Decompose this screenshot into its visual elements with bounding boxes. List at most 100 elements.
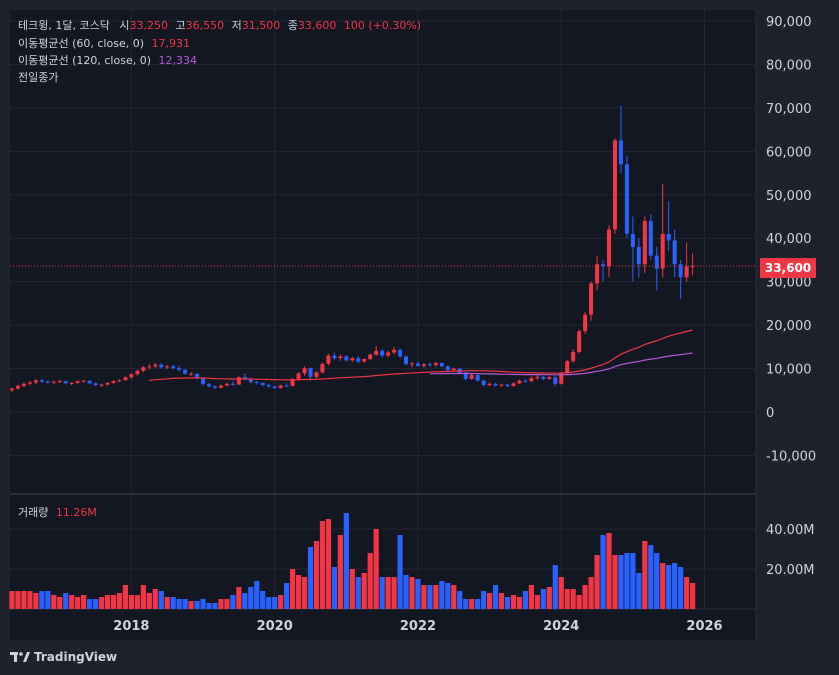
candle-body bbox=[69, 382, 74, 384]
volume-axis[interactable]: 40.00M 20.00M bbox=[766, 523, 814, 578]
time-axis[interactable]: 2018 2020 2022 2024 2026 bbox=[113, 619, 722, 634]
candle-body bbox=[445, 366, 450, 370]
volume-bar bbox=[678, 567, 684, 609]
volume-bar bbox=[666, 565, 672, 609]
volume-bar bbox=[684, 577, 690, 609]
candle-body bbox=[475, 375, 480, 381]
candle-body bbox=[678, 264, 683, 278]
volume-bar bbox=[45, 591, 51, 609]
candle-body bbox=[589, 283, 594, 315]
candle-body bbox=[374, 350, 379, 355]
volume-bar bbox=[385, 577, 391, 609]
candle-body bbox=[451, 368, 456, 370]
volume-bar bbox=[63, 593, 69, 609]
volume-bar bbox=[140, 585, 146, 609]
candle-body bbox=[660, 233, 665, 269]
volume-bar bbox=[278, 595, 284, 609]
price-tick-label: 10,000 bbox=[766, 363, 812, 378]
candle-body bbox=[39, 380, 44, 382]
volume-bar bbox=[409, 577, 415, 609]
candle-body bbox=[392, 349, 397, 353]
candle-body bbox=[195, 373, 200, 379]
candle-body bbox=[153, 364, 158, 367]
ma120-label[interactable]: 이동평균선 (120, close, 0) bbox=[18, 54, 151, 67]
volume-bar bbox=[469, 599, 475, 609]
candle-body bbox=[350, 358, 355, 361]
volume-bar bbox=[248, 587, 254, 609]
candle-body bbox=[421, 364, 426, 366]
candle-body bbox=[368, 354, 373, 359]
tradingview-brand[interactable]: TradingView bbox=[10, 650, 117, 664]
candle-body bbox=[630, 233, 635, 247]
candle-body bbox=[177, 368, 182, 370]
candle-body bbox=[63, 381, 68, 384]
volume-bar bbox=[660, 563, 666, 609]
volume-bar bbox=[170, 597, 176, 609]
volume-tick-label: 20.00M bbox=[766, 563, 814, 578]
candle-body bbox=[409, 363, 414, 365]
volume-bar bbox=[260, 591, 266, 609]
volume-bar bbox=[594, 555, 600, 609]
volume-label[interactable]: 거래량 bbox=[18, 506, 49, 519]
ma60-value: 17,931 bbox=[151, 37, 191, 50]
volume-bar bbox=[295, 575, 302, 609]
volume-bar bbox=[104, 595, 111, 609]
price-tick-label: 40,000 bbox=[766, 232, 812, 247]
candle-body bbox=[535, 376, 540, 379]
volume-bar bbox=[510, 595, 517, 609]
volume-bar bbox=[182, 599, 188, 609]
candle-body bbox=[201, 378, 206, 385]
volume-bar bbox=[451, 585, 457, 609]
candle-body bbox=[165, 366, 170, 368]
candle-body bbox=[81, 380, 86, 382]
volume-bar bbox=[540, 589, 546, 609]
candle-body bbox=[505, 384, 510, 386]
volume-bar bbox=[528, 585, 534, 609]
symbol-title[interactable]: 테크윙, 1달, 코스닥 bbox=[18, 19, 110, 32]
candle-body bbox=[326, 355, 331, 364]
candle-body bbox=[618, 140, 623, 165]
candle-body bbox=[254, 382, 259, 384]
candle-body bbox=[207, 384, 212, 387]
candle-body bbox=[654, 255, 659, 269]
volume-bar bbox=[487, 593, 493, 609]
volume-bar bbox=[39, 591, 45, 609]
volume-bar bbox=[15, 591, 21, 609]
candle-body bbox=[404, 356, 409, 365]
volume-bar bbox=[558, 577, 564, 609]
candle-body bbox=[642, 220, 647, 265]
candle-body bbox=[571, 352, 576, 362]
prev-close-legend[interactable]: 전일종가 bbox=[18, 70, 58, 85]
tradingview-logo-icon bbox=[10, 652, 30, 662]
ma60-legend[interactable]: 이동평균선 (60, close, 0) 17,931 bbox=[18, 36, 190, 51]
low-label: 저 bbox=[231, 19, 242, 32]
open-label: 시 bbox=[119, 19, 130, 32]
volume-bar bbox=[200, 599, 206, 609]
volume-bar bbox=[654, 553, 660, 609]
volume-bar bbox=[373, 529, 379, 609]
ma60-label[interactable]: 이동평균선 (60, close, 0) bbox=[18, 37, 144, 50]
last-price-tag: 33,600 bbox=[760, 258, 816, 278]
candle-body bbox=[565, 361, 570, 374]
candle-body bbox=[224, 383, 229, 386]
volume-bar bbox=[194, 601, 200, 609]
candle-body bbox=[636, 246, 641, 265]
ma120-legend[interactable]: 이동평균선 (120, close, 0) 12,334 bbox=[18, 53, 197, 68]
volume-bar bbox=[630, 553, 636, 609]
volume-bar bbox=[367, 553, 373, 609]
symbol-legend[interactable]: 테크윙, 1달, 코스닥 시33,250 고36,550 저31,500 종33… bbox=[18, 18, 421, 33]
candle-body bbox=[15, 385, 20, 389]
volume-bar bbox=[313, 541, 320, 609]
volume-legend[interactable]: 거래량 11.26M bbox=[18, 505, 97, 520]
candle-body bbox=[248, 378, 253, 383]
price-axis[interactable]: 90,000 80,000 70,000 60,000 50,000 40,000 30,0… bbox=[766, 15, 816, 464]
volume-bar bbox=[445, 583, 451, 609]
price-tick-label: 20,000 bbox=[766, 319, 812, 334]
candle-body bbox=[523, 380, 528, 382]
volume-bar bbox=[242, 593, 248, 609]
volume-bar bbox=[439, 581, 445, 609]
prev-close-label[interactable]: 전일종가 bbox=[18, 71, 59, 84]
volume-bar bbox=[337, 535, 343, 609]
volume-bar bbox=[319, 521, 326, 609]
